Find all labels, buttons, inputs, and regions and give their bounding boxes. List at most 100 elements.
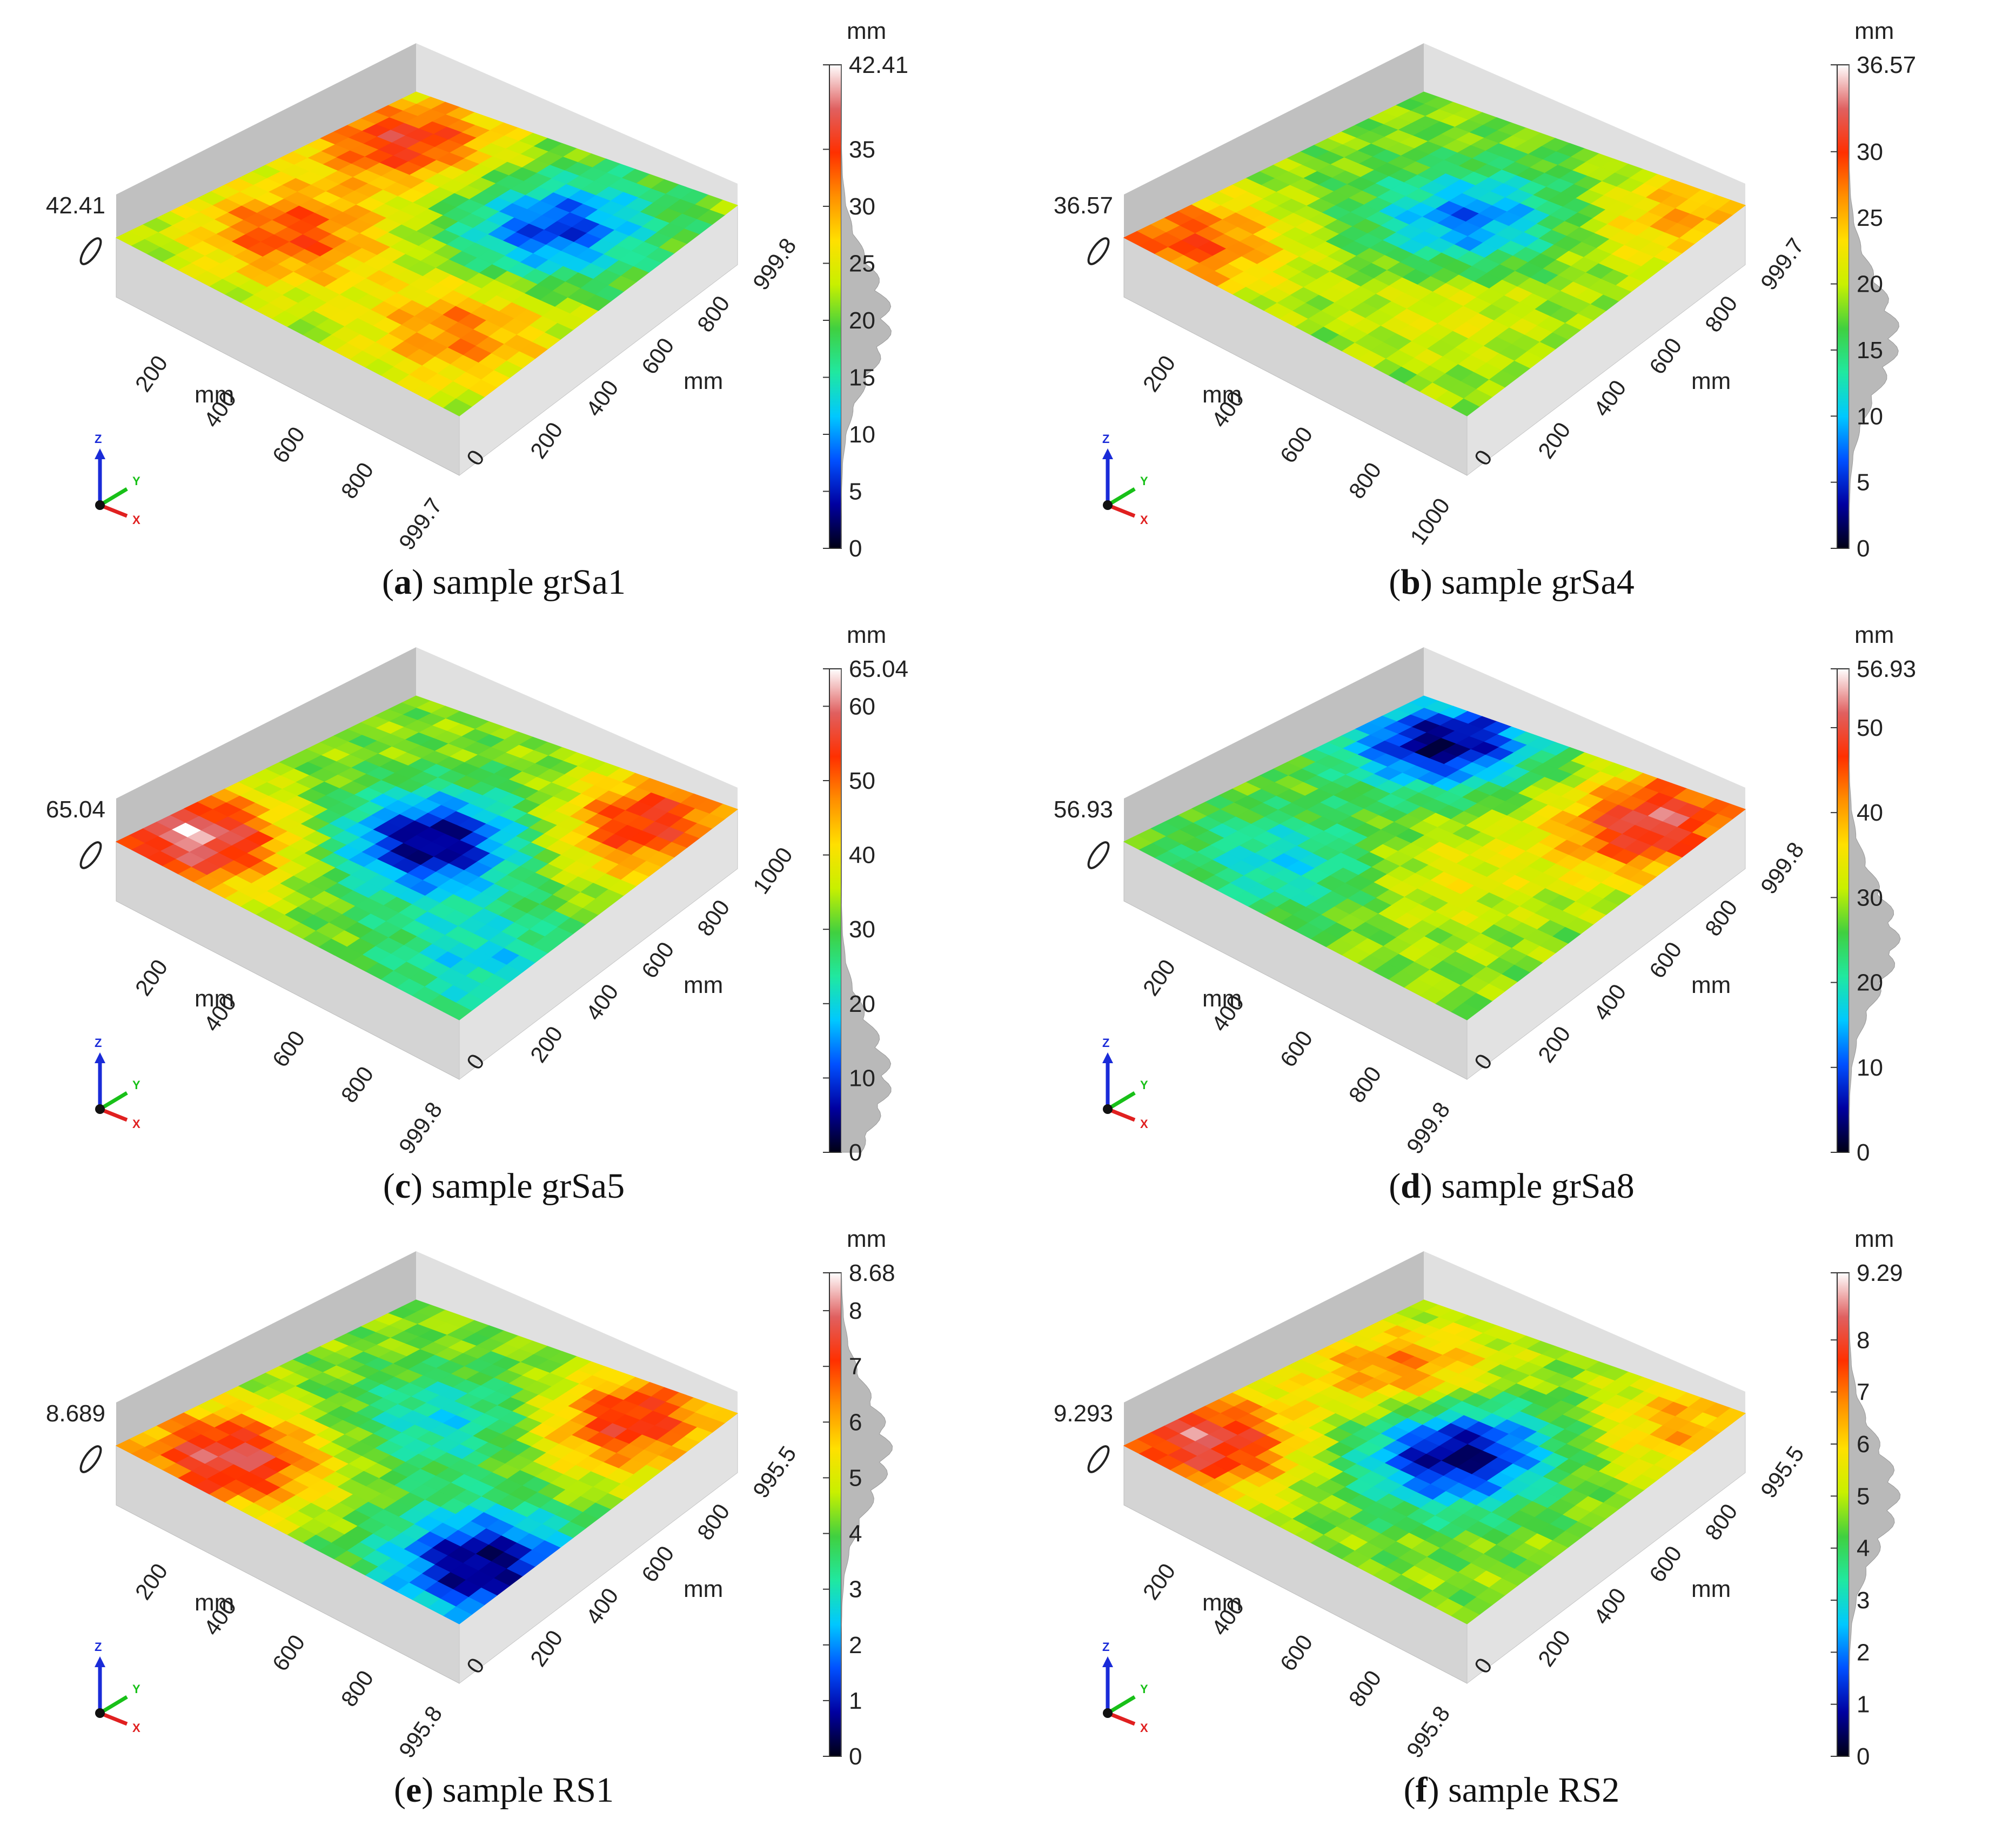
x-tick-label: 600 <box>1275 1026 1318 1071</box>
colorbar-tick-label: 0 <box>1857 1743 1870 1770</box>
surface-mesh <box>115 91 739 417</box>
z-origin-symbol <box>1087 237 1110 265</box>
back-left-wall <box>116 1251 416 1446</box>
x-axis-label: mm <box>195 381 234 408</box>
colorbar-tick-label: 25 <box>849 250 875 277</box>
colorbar-tick-label: 7 <box>849 1353 862 1380</box>
x-axis-label: mm <box>1202 381 1242 408</box>
axis-triad: Z Y X <box>1102 1036 1148 1131</box>
panel-caption-d: (d) sample grSa8 <box>1389 1166 1635 1206</box>
x-tick-label: 800 <box>336 1062 379 1107</box>
triad-y-label: Y <box>132 1682 140 1696</box>
x-axis-label: mm <box>1202 1589 1242 1616</box>
colorbar-tick-label: 50 <box>1857 715 1883 741</box>
z-origin-symbol <box>79 1445 102 1473</box>
y-tick-label: 200 <box>1533 1626 1576 1671</box>
x-axis-label: mm <box>195 1589 234 1616</box>
colorbar-tick-label: 2 <box>1857 1639 1870 1666</box>
z-max-label: 56.93 <box>1054 796 1113 823</box>
colorbar-gradient <box>829 64 842 549</box>
x-tick-label: 995.8 <box>1402 1701 1455 1762</box>
colorbar-unit: mm <box>847 622 886 648</box>
x-tick-label: 600 <box>267 1630 310 1675</box>
back-left-wall <box>116 647 416 842</box>
colorbar-tick-label: 65.04 <box>849 656 908 682</box>
colorbar-tick-label: 30 <box>1857 884 1883 911</box>
x-tick-label: 200 <box>1138 1559 1181 1604</box>
z-max-label: 9.293 <box>1054 1400 1113 1427</box>
y-tick-label: 995.5 <box>748 1441 801 1502</box>
surface-walls <box>116 1251 738 1684</box>
x-tick-label: 600 <box>267 422 310 467</box>
colorbar-tick-label: 5 <box>1857 1483 1870 1509</box>
y-tick-label: 995.5 <box>1756 1441 1809 1502</box>
back-right-wall <box>416 1251 738 1413</box>
surface-cell <box>1717 803 1746 820</box>
x-tick-label: 200 <box>1138 955 1181 1000</box>
y-axis-label: mm <box>684 368 723 394</box>
colorbar-tick-label: 30 <box>1857 139 1883 165</box>
x-tick-label: 999.7 <box>394 493 447 554</box>
triad-y-label: Y <box>1140 1078 1148 1092</box>
x-tick-label: 999.8 <box>394 1097 447 1158</box>
height-histogram <box>841 65 892 548</box>
x-tick-label: 200 <box>130 351 173 396</box>
z-origin-symbol <box>1087 1445 1110 1473</box>
y-tick-label: 600 <box>637 333 679 379</box>
colorbar-tick-label: 1 <box>1857 1691 1870 1718</box>
x-tick-label: 600 <box>1275 422 1318 467</box>
triad-z-label: Z <box>1102 432 1109 446</box>
y-tick-label: 400 <box>581 1583 624 1629</box>
x-tick-label: 200 <box>1138 351 1181 396</box>
y-tick-label: 600 <box>637 1541 679 1587</box>
back-right-wall <box>1424 43 1745 205</box>
y-tick-label: 200 <box>1533 1022 1576 1067</box>
y-tick-label: 400 <box>1589 979 1631 1025</box>
y-tick-label: 600 <box>637 937 679 983</box>
colorbar-tick-label: 3 <box>849 1576 862 1603</box>
colorbar-tick-label: 0 <box>849 1743 862 1770</box>
surface-mesh <box>1123 1299 1746 1624</box>
z-origin-symbol <box>79 237 102 265</box>
y-tick-label: 600 <box>1644 937 1687 983</box>
height-histogram <box>1848 65 1900 549</box>
colorbar-tick-label: 50 <box>849 768 875 794</box>
axis-triad: Z Y X <box>1102 432 1148 527</box>
y-tick-label: 400 <box>1589 1583 1631 1629</box>
y-axis-label: mm <box>1691 972 1731 998</box>
y-tick-label: 800 <box>1700 895 1743 941</box>
back-left-wall <box>1124 1251 1424 1446</box>
y-tick-label: 800 <box>692 895 735 941</box>
colorbar-tick-label: 10 <box>1857 403 1883 429</box>
colorbar-unit: mm <box>1854 622 1894 648</box>
back-right-wall <box>416 647 738 809</box>
colorbar-gradient <box>1837 1272 1850 1757</box>
y-tick-label: 200 <box>525 1022 568 1067</box>
colorbar-tick-label: 42.41 <box>849 52 908 78</box>
colorbar-tick-label: 10 <box>849 421 875 448</box>
height-histogram <box>1848 1273 1901 1756</box>
x-tick-label: 995.8 <box>394 1701 447 1762</box>
panel-caption-b: (b) sample grSa4 <box>1389 562 1635 602</box>
triad-x-label: X <box>1140 1721 1148 1735</box>
axis-triad: Z Y X <box>95 1036 140 1131</box>
x-tick-label: 800 <box>336 458 379 503</box>
z-max-label: 42.41 <box>46 192 105 219</box>
colorbar-tick-label: 20 <box>1857 970 1883 996</box>
back-right-wall <box>416 43 738 205</box>
colorbar-unit: mm <box>847 18 886 44</box>
y-tick-label: 800 <box>1700 1499 1743 1545</box>
colorbar-tick-label: 25 <box>1857 205 1883 231</box>
triad-x-label: X <box>132 1721 140 1735</box>
y-tick-label: 400 <box>1589 375 1631 421</box>
axis-triad: Z Y X <box>95 432 140 527</box>
colorbar: 0 10 20 30 40 50 56.93 mm <box>1831 622 1916 1166</box>
colorbar-tick-label: 4 <box>849 1521 862 1547</box>
colorbar-tick-label: 15 <box>849 364 875 391</box>
x-tick-label: 800 <box>336 1666 379 1711</box>
colorbar-gradient <box>829 1272 842 1757</box>
